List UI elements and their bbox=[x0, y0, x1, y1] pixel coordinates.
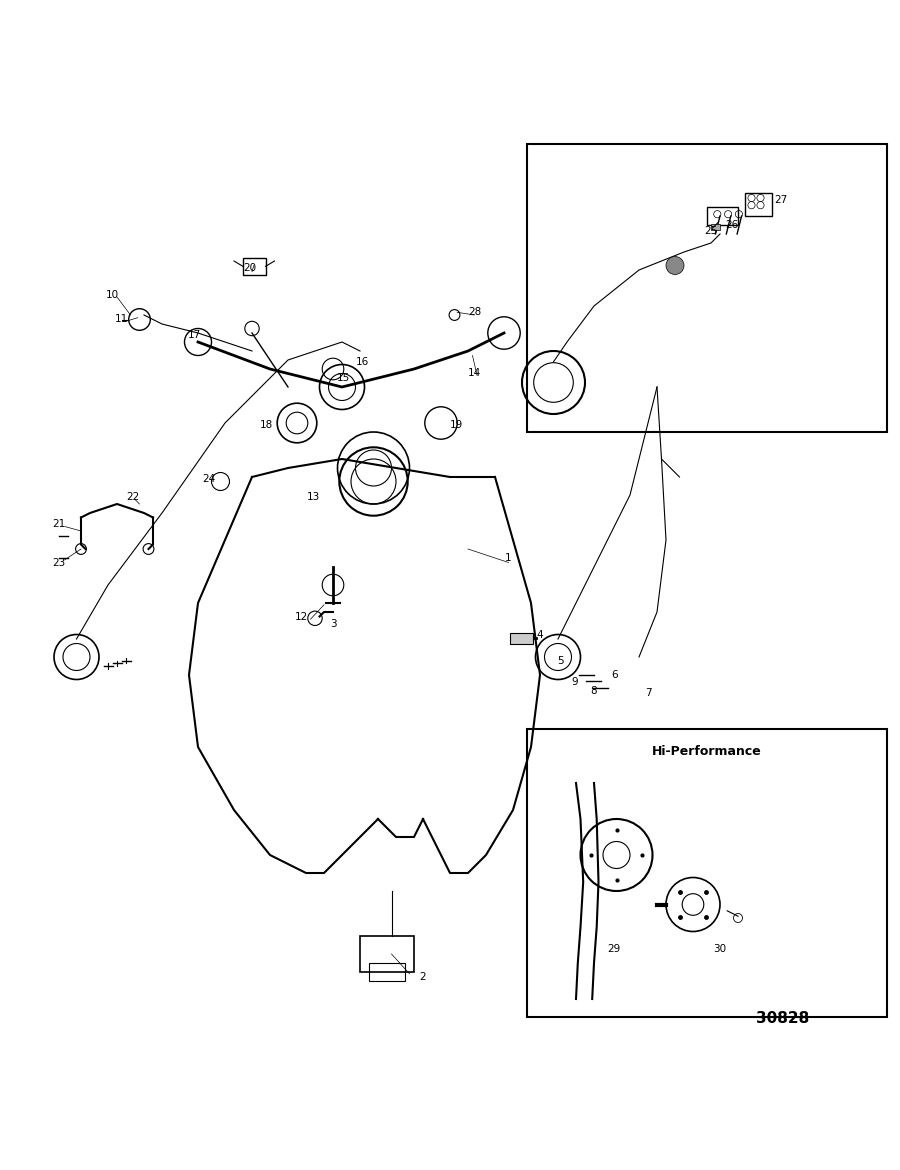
Text: 1: 1 bbox=[505, 553, 512, 563]
Text: 30828: 30828 bbox=[756, 1011, 810, 1026]
Text: 9: 9 bbox=[571, 677, 578, 687]
Text: 24: 24 bbox=[202, 474, 215, 484]
Text: 28: 28 bbox=[469, 308, 482, 317]
Text: 20: 20 bbox=[244, 263, 256, 274]
Text: 14: 14 bbox=[468, 369, 481, 379]
Bar bbox=[510, 633, 533, 644]
Text: 15: 15 bbox=[338, 373, 350, 383]
Bar bbox=[745, 193, 772, 216]
Text: 7: 7 bbox=[644, 688, 652, 698]
Text: 5: 5 bbox=[557, 656, 564, 667]
Text: 30: 30 bbox=[714, 944, 726, 955]
Text: 10: 10 bbox=[106, 290, 119, 301]
Bar bbox=[711, 225, 720, 229]
Text: 3: 3 bbox=[329, 619, 337, 628]
Circle shape bbox=[666, 256, 684, 275]
Text: 25: 25 bbox=[705, 226, 717, 236]
Text: 18: 18 bbox=[260, 420, 273, 429]
Text: 21: 21 bbox=[52, 518, 65, 529]
Bar bbox=[243, 259, 266, 275]
Text: 8: 8 bbox=[590, 686, 598, 696]
Text: 29: 29 bbox=[608, 944, 620, 955]
Text: Hi-Performance: Hi-Performance bbox=[652, 745, 761, 758]
Bar bbox=[526, 144, 886, 432]
Bar bbox=[369, 963, 405, 980]
Text: 16: 16 bbox=[356, 357, 369, 367]
Text: 22: 22 bbox=[127, 491, 140, 502]
Text: 13: 13 bbox=[307, 491, 320, 502]
Text: 27: 27 bbox=[775, 194, 788, 205]
Bar bbox=[526, 729, 886, 1017]
Text: 23: 23 bbox=[52, 557, 65, 567]
Text: 4: 4 bbox=[536, 629, 544, 640]
Text: 2: 2 bbox=[419, 971, 427, 982]
Text: 26: 26 bbox=[725, 220, 738, 230]
Text: 17: 17 bbox=[188, 330, 201, 339]
Bar bbox=[706, 207, 738, 225]
Text: 19: 19 bbox=[450, 420, 463, 429]
Bar bbox=[360, 936, 414, 972]
Text: 11: 11 bbox=[115, 315, 128, 324]
Text: 6: 6 bbox=[611, 670, 618, 680]
Text: 12: 12 bbox=[295, 612, 308, 621]
